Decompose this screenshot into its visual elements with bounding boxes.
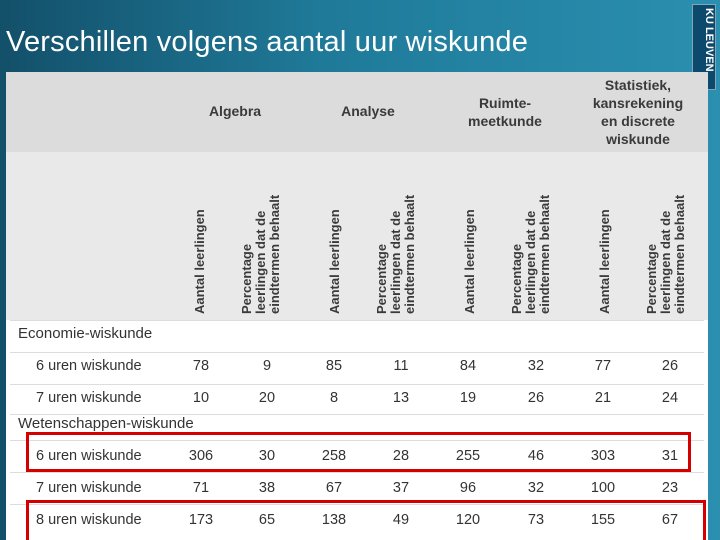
table-cell: 77 [594, 358, 612, 374]
table-cell: 71 [192, 480, 210, 496]
row-label: 8 uren wiskunde [36, 512, 142, 528]
col-header-algebra-percentage: Percentage leerlingen dat de eindtermen … [239, 154, 290, 314]
table-cell: 8 [329, 390, 339, 406]
table-cell: 19 [459, 390, 477, 406]
table-cell: 258 [321, 448, 347, 464]
table-cell: 24 [661, 390, 679, 406]
table-cell: 303 [590, 448, 616, 464]
highlight-box-8-uren [26, 500, 706, 540]
section-row-economie [10, 320, 704, 353]
table-row [10, 440, 704, 473]
col-header-analyse-percentage: Percentage leerlingen dat de eindtermen … [374, 154, 425, 314]
column-header-band [6, 152, 708, 320]
table-cell: 78 [192, 358, 210, 374]
table-cell: 28 [392, 448, 410, 464]
table-row [10, 352, 704, 385]
table-cell: 21 [594, 390, 612, 406]
table-cell: 120 [455, 512, 481, 528]
table-cell: 138 [321, 512, 347, 528]
col-header-statistiek-aantal: Aantal leerlingen [597, 209, 612, 314]
row-label: 7 uren wiskunde [36, 480, 142, 496]
table-cell: 37 [392, 480, 410, 496]
section-label-economie: Economie-wiskunde [18, 325, 153, 342]
table-cell: 73 [527, 512, 545, 528]
table-cell: 67 [325, 480, 343, 496]
table-cell: 65 [258, 512, 276, 528]
group-header-ruimtemeetkunde: Ruimte- meetkunde [445, 94, 565, 130]
table-cell: 13 [392, 390, 410, 406]
table-row [10, 384, 704, 417]
highlight-box-6-uren [26, 432, 691, 472]
col-header-ruimte-aantal: Aantal leerlingen [462, 209, 477, 314]
table-cell: 10 [192, 390, 210, 406]
col-header-algebra-percentage-text: Percentage leerlingen dat de eindtermen … [239, 194, 282, 314]
table-cell: 49 [392, 512, 410, 528]
table-cell: 26 [661, 358, 679, 374]
table-cell: 67 [661, 512, 679, 528]
col-header-analyse-percentage-text: Percentage leerlingen dat de eindtermen … [374, 194, 417, 314]
table-cell: 84 [459, 358, 477, 374]
table-cell: 9 [262, 358, 272, 374]
table-cell: 173 [188, 512, 214, 528]
table-row [10, 472, 704, 505]
table-cell: 23 [661, 480, 679, 496]
group-header-statistiek: Statistiek, kansrekening en discrete wis… [578, 76, 698, 148]
table-cell: 31 [661, 448, 679, 464]
table-cell: 255 [455, 448, 481, 464]
col-header-ruimte-percentage: Percentage leerlingen dat de eindtermen … [509, 154, 560, 314]
table-cell: 32 [527, 358, 545, 374]
row-label: 6 uren wiskunde [36, 358, 142, 374]
col-header-statistiek-percentage-text: Percentage leerlingen dat de eindtermen … [644, 194, 687, 314]
group-header-band [6, 72, 708, 152]
table-cell: 38 [258, 480, 276, 496]
col-header-ruimte-percentage-text: Percentage leerlingen dat de eindtermen … [509, 194, 552, 314]
row-label: 7 uren wiskunde [36, 390, 142, 406]
section-label-wetenschappen: Wetenschappen-wiskunde [18, 415, 194, 432]
table-cell: 32 [527, 480, 545, 496]
col-header-analyse-aantal: Aantal leerlingen [327, 209, 342, 314]
table-cell: 155 [590, 512, 616, 528]
slide-title: Verschillen volgens aantal uur wiskunde [6, 26, 529, 58]
col-header-algebra-aantal: Aantal leerlingen [192, 209, 207, 314]
col-header-statistiek-percentage: Percentage leerlingen dat de eindtermen … [644, 154, 695, 314]
table-cell: 306 [188, 448, 214, 464]
table-cell: 26 [527, 390, 545, 406]
group-header-analyse: Analyse [341, 103, 395, 119]
table-row [10, 504, 704, 537]
group-header-statistiek-text: Statistiek, kansrekening en discrete wis… [592, 77, 684, 147]
group-header-ruimtemeetkunde-text: Ruimte- meetkunde [468, 95, 542, 129]
row-label: 6 uren wiskunde [36, 448, 142, 464]
table-cell: 30 [258, 448, 276, 464]
table-cell: 20 [258, 390, 276, 406]
table-cell: 11 [393, 358, 409, 374]
table-cell: 46 [527, 448, 545, 464]
section-row-wetenschappen [10, 414, 704, 439]
table-cell: 96 [459, 480, 477, 496]
table-cell: 85 [325, 358, 343, 374]
group-header-algebra: Algebra [208, 103, 262, 119]
table-cell: 100 [590, 480, 616, 496]
